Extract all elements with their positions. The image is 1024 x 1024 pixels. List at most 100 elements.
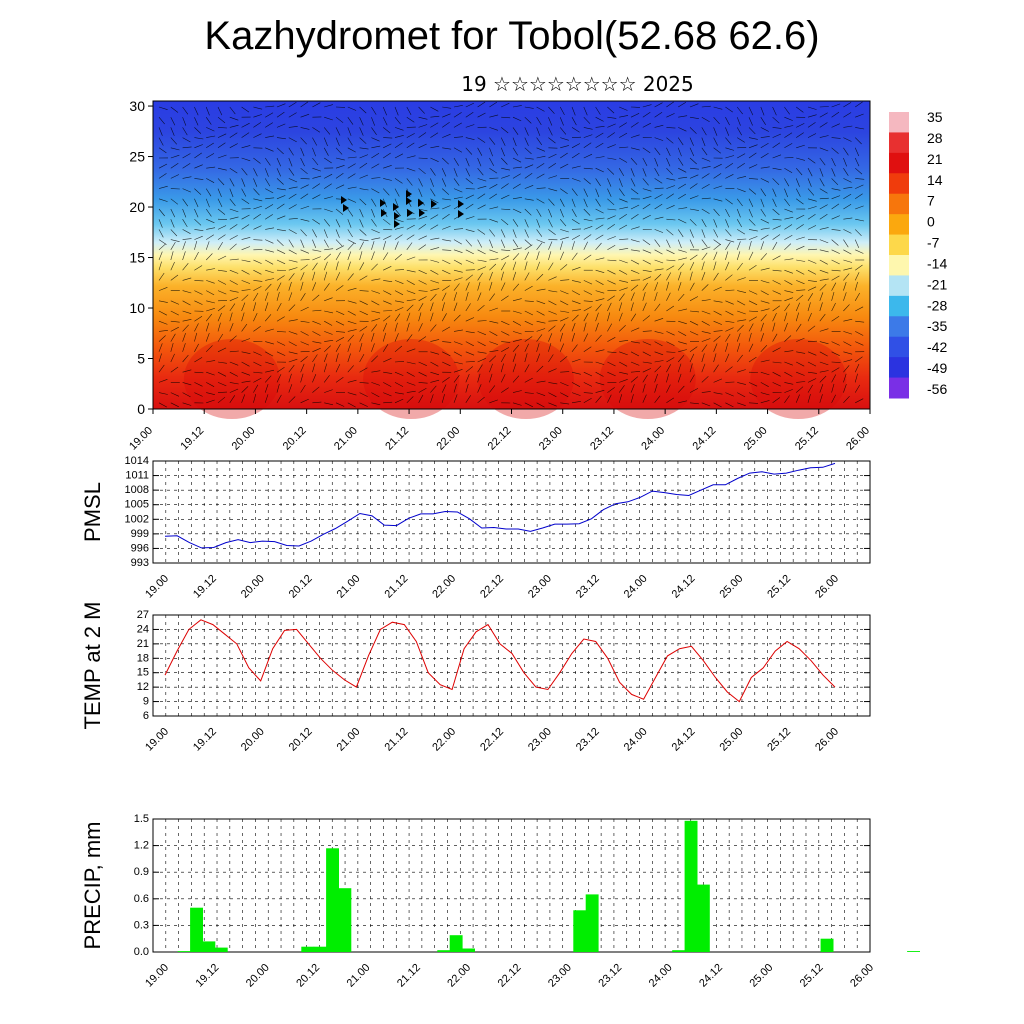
wind-barb [253,280,263,282]
wind-barb [441,384,447,393]
wind-pennant [341,196,347,204]
wind-barb [477,331,487,336]
wind-barb [264,292,269,301]
wind-barb [382,252,389,261]
wind-barb [312,194,321,200]
wind-barb [288,229,297,235]
wind-barb [465,373,470,383]
wind-barb [276,215,286,220]
wind-barb [477,157,482,167]
wind-barb [571,332,575,342]
wind-barb [217,234,226,240]
wind-barb [312,386,320,393]
wind-barb [737,176,747,179]
wind-barb [689,282,695,291]
wind-barb [158,127,163,136]
wind-barb [347,379,357,383]
wind-barb [382,188,390,196]
wind-barb [796,236,805,240]
wind-barb [217,225,227,230]
wind-barb [748,152,757,159]
wind-barb [205,208,212,217]
wind-barb [489,263,497,271]
wind-barb [701,127,707,136]
wind-barb [217,280,227,285]
wind-barb [158,229,164,238]
wind-barb [206,360,216,363]
wind-barb [453,147,463,153]
wind-barb [453,157,459,166]
y-tick-label: 24 [137,623,149,635]
wind-barb [359,162,368,169]
wind-barb [229,290,239,293]
wind-barb [571,290,581,296]
wind-barb [630,239,640,243]
wind-barb [501,208,511,210]
wind-barb [678,102,687,108]
wind-barb [737,163,745,169]
wind-barb [229,116,239,121]
x-tick-label: 20.12 [287,573,315,601]
wind-barb [264,157,271,166]
wind-barb [312,127,321,133]
wind-barb [607,259,617,262]
colorbar-segment [889,234,909,256]
wind-barb [701,310,711,315]
x-tick-label: 22.12 [478,573,506,601]
wind-barb [630,313,637,322]
wind-barb [477,185,487,189]
wind-barb [512,310,522,314]
wind-barb [689,195,699,200]
wind-barb [819,249,829,253]
wind-barb [465,331,475,334]
wind-barb [548,290,558,293]
wind-barb [583,208,591,216]
wind-barb [654,303,661,312]
wind-barb [359,188,369,191]
wind-barb [713,185,723,189]
wind-barb [784,335,792,342]
wind-barb [453,292,457,301]
x-tick-label: 24.12 [670,573,698,601]
wind-barb [583,134,593,138]
wind-barb [666,272,672,281]
wind-barb [182,163,191,169]
wind-barb [737,290,747,293]
wind-barb [737,319,747,322]
wind-barb [371,355,379,363]
wind-barb [630,113,640,118]
wind-barb [559,208,564,218]
precip-bar [190,907,203,952]
wind-barb [512,219,519,227]
wind-barb [807,168,813,177]
precip-bar [338,888,352,952]
x-tick-label: 26.00 [813,726,841,754]
wind-barb [229,312,233,322]
wind-barb [796,157,805,161]
wind-barb [855,356,863,363]
wind-barb [642,259,651,265]
y-tick-label: 999 [131,528,149,540]
wind-barb [241,338,251,342]
wind-barb [477,112,486,118]
wind-barb [253,384,259,393]
wind-barb [512,147,519,156]
wind-barb [772,208,780,216]
x-tick-label: 21.12 [382,573,410,601]
wind-barb [276,331,287,333]
wind-barb [748,251,754,261]
wind-barb [536,106,545,112]
wind-barb [288,358,298,363]
wind-barb [265,361,274,365]
wind-barb [819,351,828,357]
wind-barb [217,333,224,342]
wind-barb [736,117,741,126]
wind-barb [796,269,805,275]
wind-barb [772,255,781,261]
wind-barb [666,167,673,175]
wind-barb [831,269,841,272]
wind-barb [406,280,415,285]
wind-barb [701,147,708,156]
wind-barb [689,374,695,383]
wind-barb [406,133,415,138]
